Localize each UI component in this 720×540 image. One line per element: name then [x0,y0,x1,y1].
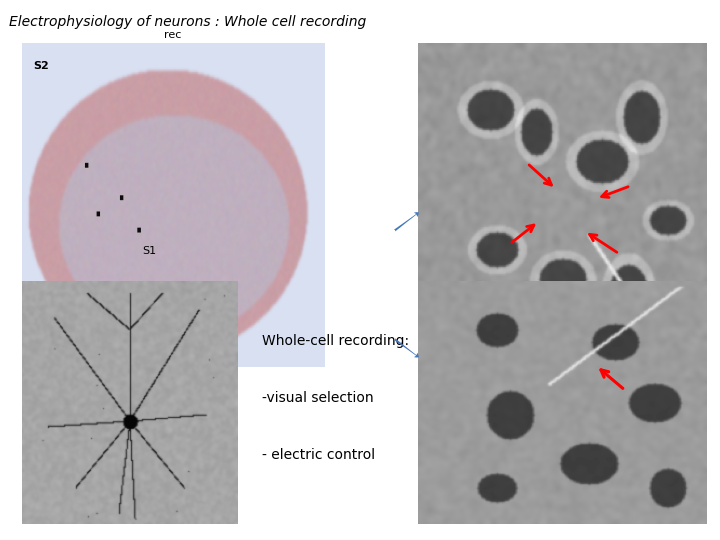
Text: -visual selection: -visual selection [262,391,374,405]
Text: S1: S1 [143,246,157,256]
Text: Electrophysiology of neurons : Whole cell recording: Electrophysiology of neurons : Whole cel… [9,15,366,29]
Text: Whole-cell recording:: Whole-cell recording: [262,334,410,348]
Text: - electric control: - electric control [262,448,376,462]
Text: rec: rec [164,30,181,40]
Text: S2: S2 [34,61,50,71]
